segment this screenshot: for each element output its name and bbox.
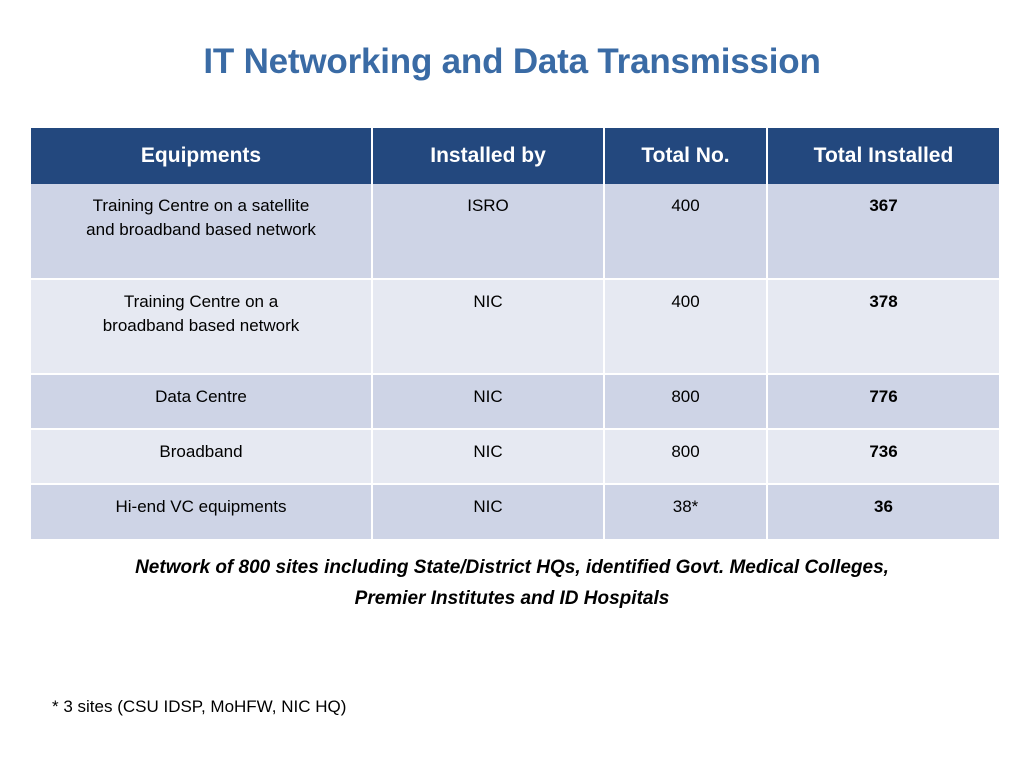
cell-equipment: Hi-end VC equipments bbox=[31, 484, 373, 539]
cell-installed-by: NIC bbox=[372, 484, 605, 539]
cell-installed-by: NIC bbox=[372, 429, 605, 485]
table-row: Data Centre NIC 800 776 bbox=[31, 374, 999, 430]
column-header-installed-by: Installed by bbox=[372, 128, 605, 184]
table-row: Hi-end VC equipments NIC 38* 36 bbox=[31, 484, 999, 539]
column-header-total-installed: Total Installed bbox=[767, 128, 999, 184]
it-networking-table: Equipments Installed by Total No. Total … bbox=[31, 128, 999, 539]
cell-installed-by: NIC bbox=[372, 374, 605, 430]
table-row: Broadband NIC 800 736 bbox=[31, 429, 999, 485]
table-row: Training Centre on a broadband based net… bbox=[31, 279, 999, 375]
cell-total-installed: 776 bbox=[767, 374, 999, 430]
caption-line-1: Network of 800 sites including State/Dis… bbox=[135, 557, 889, 578]
column-header-total-no: Total No. bbox=[604, 128, 768, 184]
cell-total-no: 38* bbox=[604, 484, 768, 539]
caption-line-2: Premier Institutes and ID Hospitals bbox=[354, 588, 670, 609]
cell-equipment: Training Centre on a satellite and broad… bbox=[31, 184, 373, 280]
equipment-line-2: and broadband based network bbox=[86, 220, 316, 239]
equipment-line-1: Training Centre on a satellite bbox=[92, 196, 310, 215]
cell-total-no: 400 bbox=[604, 184, 768, 280]
equipment-line-2: broadband based network bbox=[102, 316, 300, 335]
cell-total-no: 400 bbox=[604, 279, 768, 375]
cell-installed-by: ISRO bbox=[372, 184, 605, 280]
cell-installed-by: NIC bbox=[372, 279, 605, 375]
cell-total-installed: 736 bbox=[767, 429, 999, 485]
cell-equipment: Broadband bbox=[31, 429, 373, 485]
cell-total-no: 800 bbox=[604, 374, 768, 430]
cell-equipment: Training Centre on a broadband based net… bbox=[31, 279, 373, 375]
table-row: Training Centre on a satellite and broad… bbox=[31, 184, 999, 280]
cell-total-installed: 378 bbox=[767, 279, 999, 375]
column-header-equipments: Equipments bbox=[31, 128, 373, 184]
footnote: * 3 sites (CSU IDSP, MoHFW, NIC HQ) bbox=[52, 697, 347, 716]
cell-total-no: 800 bbox=[604, 429, 768, 485]
table-caption: Network of 800 sites including State/Dis… bbox=[62, 552, 962, 614]
table-header-row: Equipments Installed by Total No. Total … bbox=[31, 128, 999, 184]
cell-total-installed: 36 bbox=[767, 484, 999, 539]
cell-equipment: Data Centre bbox=[31, 374, 373, 430]
cell-total-installed: 367 bbox=[767, 184, 999, 280]
page-title: IT Networking and Data Transmission bbox=[203, 42, 821, 81]
equipment-line-1: Training Centre on a bbox=[123, 292, 279, 311]
